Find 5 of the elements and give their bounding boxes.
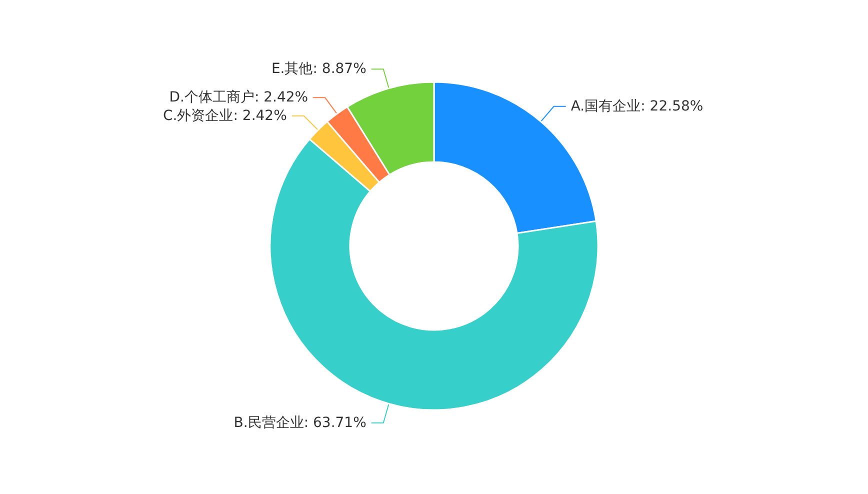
slice-label: B.民营企业: 63.71% bbox=[234, 414, 366, 431]
slice-label: C.外资企业: 2.42% bbox=[163, 108, 287, 124]
slice-label: D.个体工商户: 2.42% bbox=[169, 90, 308, 106]
slice-label: E.其他: 8.87% bbox=[271, 61, 366, 78]
slice-label: A.国有企业: 22.58% bbox=[570, 98, 704, 114]
